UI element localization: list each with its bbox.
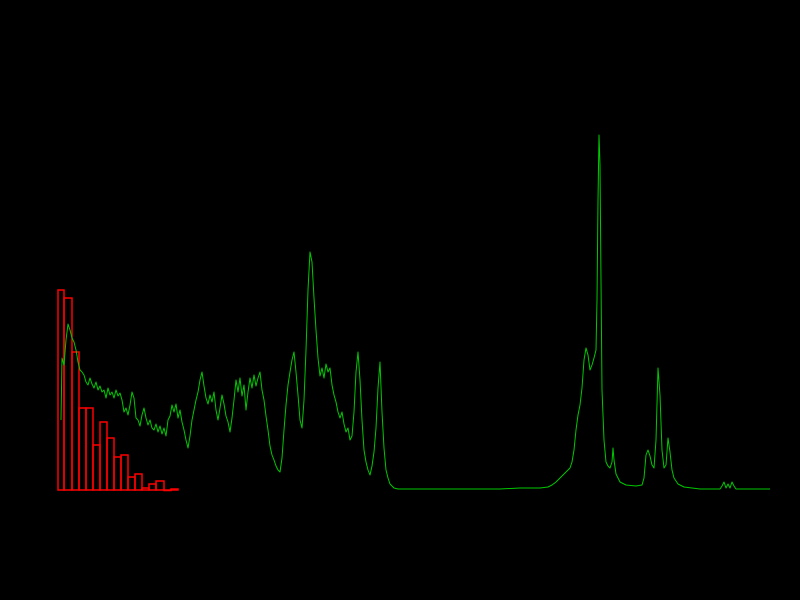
histogram-bar-16 (170, 488, 179, 491)
histogram-series (57, 289, 179, 492)
series-line-0 (60, 134, 770, 490)
histogram-bar-14 (155, 480, 165, 491)
line-series (60, 134, 770, 490)
histogram-bar-15 (163, 489, 172, 492)
histogram-bar-9 (120, 454, 129, 491)
histogram-bar-11 (134, 473, 143, 491)
